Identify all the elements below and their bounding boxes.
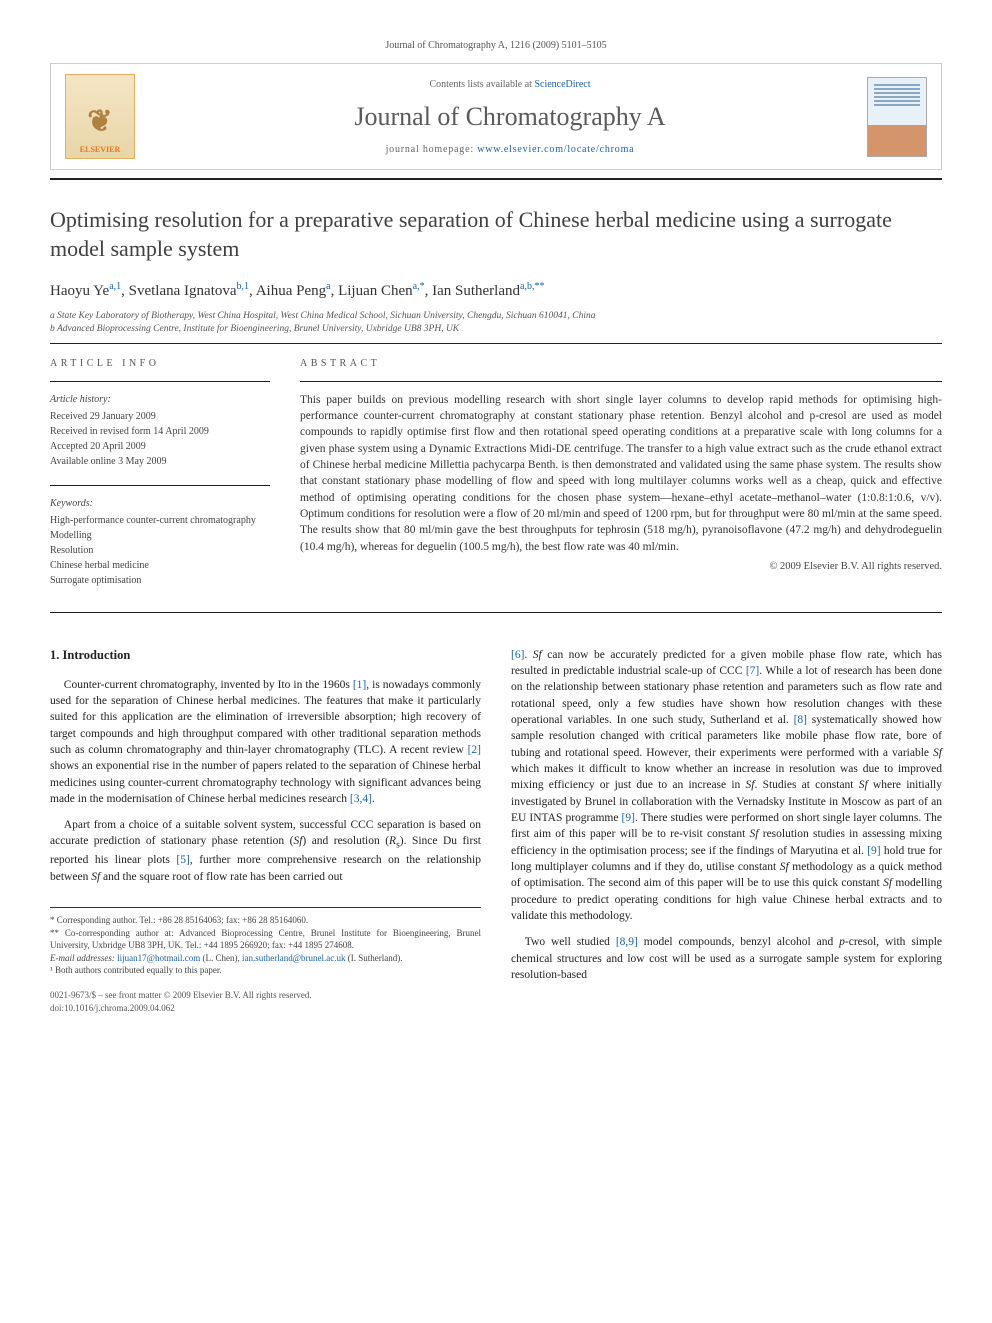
journal-banner: ❦ ELSEVIER Contents lists available at S… [50, 63, 942, 170]
email-who-2: (I. Sutherland). [345, 953, 402, 963]
article-title: Optimising resolution for a preparative … [50, 206, 942, 263]
footnote-equal-contrib: ¹ Both authors contributed equally to th… [50, 964, 481, 977]
banner-center: Contents lists available at ScienceDirec… [153, 79, 867, 155]
journal-cover-thumb [867, 77, 927, 157]
citation-link[interactable]: [9] [622, 812, 635, 824]
homepage-link[interactable]: www.elsevier.com/locate/chroma [477, 144, 634, 155]
keywords-block: Keywords: High-performance counter-curre… [50, 496, 270, 588]
body-two-columns: 1. Introduction Counter-current chromato… [50, 647, 942, 1014]
footnotes: * Corresponding author. Tel.: +86 28 851… [50, 907, 481, 977]
footer-doi: doi:10.1016/j.chroma.2009.04.062 [50, 1002, 481, 1015]
citation-link[interactable]: [7] [746, 665, 759, 677]
rule-thin-2 [50, 612, 942, 613]
info-abstract-row: ARTICLE INFO Article history: Received 2… [50, 358, 942, 604]
body-col-right: [6]. Sf can now be accurately predicted … [511, 647, 942, 1014]
footnote-corresponding: * Corresponding author. Tel.: +86 28 851… [50, 914, 481, 927]
keyword: Chinese herbal medicine [50, 558, 270, 573]
citation-link[interactable]: [6] [511, 649, 524, 661]
abstract-column: ABSTRACT This paper builds on previous m… [300, 358, 942, 604]
citation-link[interactable]: [5] [176, 854, 189, 866]
section-heading-intro: 1. Introduction [50, 647, 481, 665]
rule-keywords [50, 485, 270, 486]
keyword: Resolution [50, 543, 270, 558]
citation-link[interactable]: [8] [794, 714, 807, 726]
footer-issn: 0021-9673/$ – see front matter © 2009 El… [50, 989, 481, 1002]
article-history: Article history: Received 29 January 200… [50, 392, 270, 469]
affiliations: a State Key Laboratory of Biotherapy, We… [50, 310, 942, 337]
rule-info [50, 381, 270, 382]
abstract-label: ABSTRACT [300, 358, 942, 369]
sciencedirect-link[interactable]: ScienceDirect [534, 79, 590, 90]
article-info-column: ARTICLE INFO Article history: Received 2… [50, 358, 270, 604]
journal-title: Journal of Chromatography A [153, 102, 867, 132]
elsevier-tree-icon: ❦ [87, 107, 112, 137]
email-who-1: (L. Chen), [200, 953, 242, 963]
affiliation-b: b Advanced Bioprocessing Centre, Institu… [50, 323, 942, 336]
citation-link[interactable]: [2] [468, 744, 481, 756]
keywords-label: Keywords: [50, 496, 270, 511]
author-list: Haoyu Yea,1, Svetlana Ignatovab,1, Aihua… [50, 281, 942, 300]
footnote-co-corresponding: ** Co-corresponding author at: Advanced … [50, 927, 481, 952]
abstract-text: This paper builds on previous modelling … [300, 392, 942, 555]
history-line: Available online 3 May 2009 [50, 454, 270, 469]
email-label: E-mail addresses: [50, 953, 117, 963]
citation-link[interactable]: [8,9] [616, 936, 638, 948]
footnote-emails: E-mail addresses: lijuan17@hotmail.com (… [50, 952, 481, 965]
rule-thin-1 [50, 343, 942, 344]
footer-bar: 0021-9673/$ – see front matter © 2009 El… [50, 989, 481, 1014]
keyword: Modelling [50, 528, 270, 543]
contents-line: Contents lists available at ScienceDirec… [153, 79, 867, 90]
history-label: Article history: [50, 392, 270, 407]
publisher-logo: ❦ ELSEVIER [65, 74, 135, 159]
citation-link[interactable]: [9] [867, 845, 880, 857]
body-p3: [6]. Sf can now be accurately predicted … [511, 647, 942, 925]
homepage-line: journal homepage: www.elsevier.com/locat… [153, 144, 867, 155]
citation-link[interactable]: [3,4] [350, 793, 372, 805]
keyword: Surrogate optimisation [50, 573, 270, 588]
citation-link[interactable]: [1] [353, 679, 366, 691]
homepage-prefix: journal homepage: [386, 144, 478, 155]
publisher-name: ELSEVIER [80, 145, 120, 154]
abstract-copyright: © 2009 Elsevier B.V. All rights reserved… [300, 561, 942, 572]
rule-abstract [300, 381, 942, 382]
article-info-label: ARTICLE INFO [50, 358, 270, 369]
rule-thick [50, 178, 942, 180]
history-line: Received in revised form 14 April 2009 [50, 424, 270, 439]
page-container: Journal of Chromatography A, 1216 (2009)… [0, 0, 992, 1054]
history-line: Accepted 20 April 2009 [50, 439, 270, 454]
body-col-left: 1. Introduction Counter-current chromato… [50, 647, 481, 1014]
journal-running-header: Journal of Chromatography A, 1216 (2009)… [50, 40, 942, 51]
body-p4: Two well studied [8,9] model compounds, … [511, 934, 942, 983]
keyword: High-performance counter-current chromat… [50, 513, 270, 528]
email-link-2[interactable]: ian.sutherland@brunel.ac.uk [242, 953, 346, 963]
history-line: Received 29 January 2009 [50, 409, 270, 424]
contents-prefix: Contents lists available at [429, 79, 534, 90]
body-p2: Apart from a choice of a suitable solven… [50, 817, 481, 885]
email-link-1[interactable]: lijuan17@hotmail.com [117, 953, 200, 963]
affiliation-a: a State Key Laboratory of Biotherapy, We… [50, 310, 942, 323]
body-p1: Counter-current chromatography, invented… [50, 677, 481, 808]
